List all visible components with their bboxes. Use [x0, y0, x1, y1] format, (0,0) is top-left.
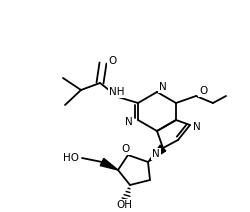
Text: NH: NH — [109, 87, 125, 97]
Polygon shape — [148, 145, 166, 162]
Text: O: O — [199, 86, 207, 96]
Text: N: N — [159, 82, 167, 92]
Text: O: O — [108, 56, 116, 66]
Text: N: N — [152, 149, 160, 159]
Text: N: N — [193, 122, 201, 132]
Text: HO: HO — [63, 153, 79, 163]
Text: O: O — [122, 144, 130, 154]
Polygon shape — [100, 158, 118, 170]
Text: OH: OH — [116, 200, 132, 210]
Text: N: N — [125, 117, 133, 127]
